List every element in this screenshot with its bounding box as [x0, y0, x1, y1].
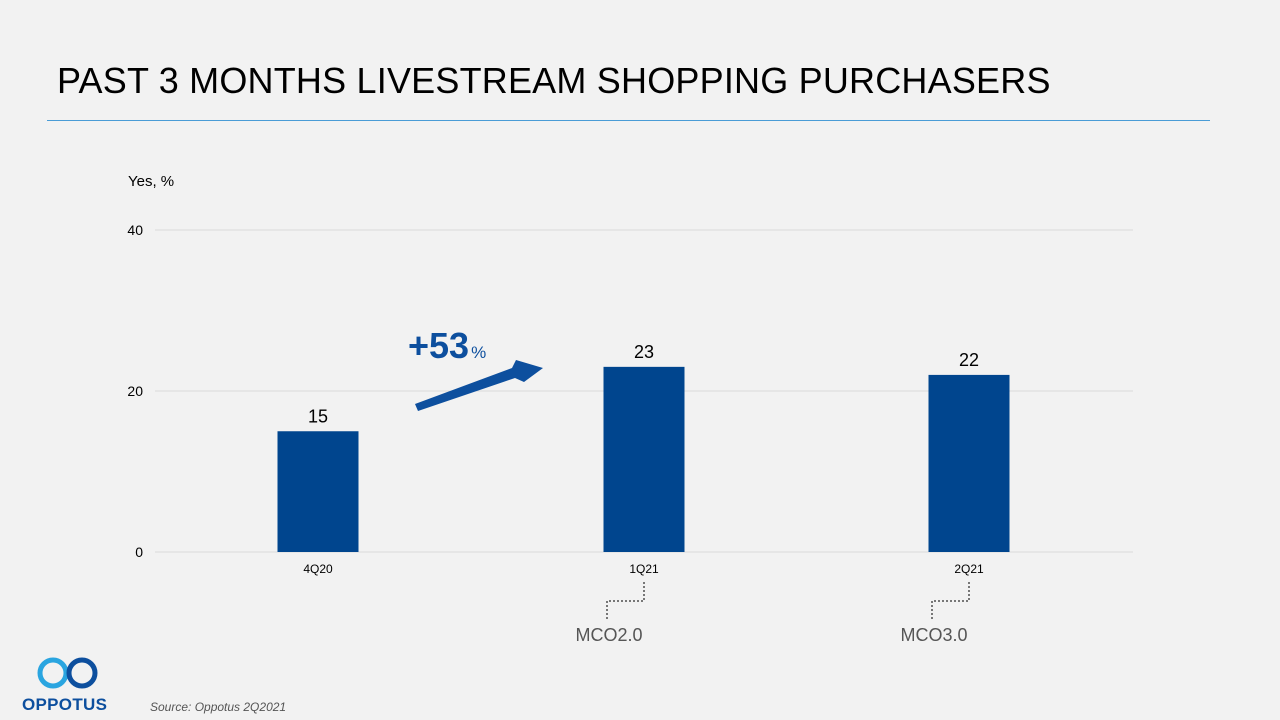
growth-number: +53 [408, 325, 469, 366]
y-tick-label: 0 [135, 544, 143, 560]
phase-connector-2Q21 [931, 582, 970, 621]
y-axis-label: Yes, % [128, 173, 175, 190]
phase-label-2Q21: MCO3.0 [900, 625, 967, 645]
x-tick-label-2Q21: 2Q21 [954, 562, 984, 576]
x-tick-label-1Q21: 1Q21 [629, 562, 659, 576]
data-labels: 15 23 22 [308, 342, 979, 426]
data-label-2Q21: 22 [959, 350, 979, 370]
data-label-4Q20: 15 [308, 406, 328, 426]
logo-wordmark: OPPOTUS [22, 695, 108, 714]
x-tick-label-4Q20: 4Q20 [303, 562, 333, 576]
growth-unit: % [471, 343, 486, 362]
y-tick-label: 20 [127, 383, 143, 399]
bar-2Q21 [928, 374, 1010, 552]
phase-connector-1Q21 [606, 582, 645, 621]
growth-annotation-text: +53% [408, 325, 486, 366]
slide-title: PAST 3 MONTHS LIVESTREAM SHOPPING PURCHA… [57, 60, 1051, 101]
phase-label-1Q21: MCO2.0 [575, 625, 642, 645]
bar-4Q20 [277, 431, 359, 552]
growth-annotation: +53% [408, 325, 543, 411]
bars [277, 366, 1010, 552]
source-note: Source: Oppotus 2Q2021 [150, 700, 287, 714]
data-label-1Q21: 23 [634, 342, 654, 362]
bar-1Q21 [603, 366, 685, 552]
y-tick-label: 40 [127, 222, 143, 238]
title-divider [47, 120, 1210, 121]
growth-arrow [415, 360, 543, 411]
tick-labels: 0 20 40 4Q20 1Q21 2Q21 [127, 222, 984, 576]
oppotus-logo-icon [37, 657, 98, 689]
phase-annotations: MCO2.0 MCO3.0 [575, 582, 970, 645]
